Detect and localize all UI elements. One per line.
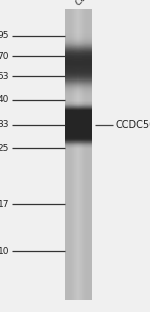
FancyBboxPatch shape bbox=[64, 106, 92, 120]
FancyBboxPatch shape bbox=[64, 111, 92, 125]
FancyBboxPatch shape bbox=[64, 122, 92, 136]
FancyBboxPatch shape bbox=[64, 65, 92, 87]
FancyBboxPatch shape bbox=[64, 113, 92, 127]
FancyBboxPatch shape bbox=[64, 127, 92, 141]
FancyBboxPatch shape bbox=[64, 116, 92, 131]
FancyBboxPatch shape bbox=[64, 119, 92, 134]
FancyBboxPatch shape bbox=[64, 105, 92, 120]
FancyBboxPatch shape bbox=[64, 46, 92, 68]
FancyBboxPatch shape bbox=[64, 104, 92, 119]
FancyBboxPatch shape bbox=[64, 115, 92, 129]
FancyBboxPatch shape bbox=[64, 123, 92, 138]
FancyBboxPatch shape bbox=[64, 48, 92, 70]
FancyBboxPatch shape bbox=[64, 60, 92, 81]
Text: 10: 10 bbox=[0, 247, 9, 256]
FancyBboxPatch shape bbox=[64, 44, 92, 66]
FancyBboxPatch shape bbox=[64, 105, 92, 119]
FancyBboxPatch shape bbox=[64, 57, 92, 78]
FancyBboxPatch shape bbox=[64, 125, 92, 139]
FancyBboxPatch shape bbox=[64, 119, 92, 134]
FancyBboxPatch shape bbox=[64, 9, 92, 300]
Text: 17: 17 bbox=[0, 200, 9, 209]
FancyBboxPatch shape bbox=[64, 129, 92, 144]
FancyBboxPatch shape bbox=[64, 108, 92, 123]
FancyBboxPatch shape bbox=[64, 45, 92, 67]
FancyBboxPatch shape bbox=[64, 126, 92, 141]
FancyBboxPatch shape bbox=[64, 129, 92, 143]
FancyBboxPatch shape bbox=[64, 130, 92, 145]
FancyBboxPatch shape bbox=[64, 121, 92, 135]
FancyBboxPatch shape bbox=[64, 58, 92, 80]
FancyBboxPatch shape bbox=[64, 107, 92, 121]
FancyBboxPatch shape bbox=[64, 47, 92, 69]
FancyBboxPatch shape bbox=[64, 56, 92, 77]
FancyBboxPatch shape bbox=[64, 115, 92, 129]
FancyBboxPatch shape bbox=[64, 118, 92, 132]
FancyBboxPatch shape bbox=[64, 120, 92, 134]
FancyBboxPatch shape bbox=[64, 109, 92, 124]
Text: 25: 25 bbox=[0, 144, 9, 153]
Text: 70: 70 bbox=[0, 52, 9, 61]
Text: 40: 40 bbox=[0, 95, 9, 104]
FancyBboxPatch shape bbox=[64, 61, 92, 83]
FancyBboxPatch shape bbox=[64, 51, 92, 73]
FancyBboxPatch shape bbox=[64, 124, 92, 138]
Text: 33: 33 bbox=[0, 120, 9, 129]
FancyBboxPatch shape bbox=[64, 110, 92, 125]
FancyBboxPatch shape bbox=[64, 106, 92, 121]
FancyBboxPatch shape bbox=[64, 117, 92, 131]
Text: 95: 95 bbox=[0, 32, 9, 40]
FancyBboxPatch shape bbox=[64, 122, 92, 137]
FancyBboxPatch shape bbox=[64, 113, 92, 128]
FancyBboxPatch shape bbox=[64, 64, 92, 86]
FancyBboxPatch shape bbox=[64, 121, 92, 136]
FancyBboxPatch shape bbox=[64, 59, 92, 80]
FancyBboxPatch shape bbox=[64, 117, 92, 132]
FancyBboxPatch shape bbox=[64, 112, 92, 127]
FancyBboxPatch shape bbox=[64, 49, 92, 71]
FancyBboxPatch shape bbox=[64, 130, 92, 144]
FancyBboxPatch shape bbox=[64, 112, 92, 126]
FancyBboxPatch shape bbox=[64, 53, 92, 75]
FancyBboxPatch shape bbox=[64, 131, 92, 145]
FancyBboxPatch shape bbox=[64, 52, 92, 74]
FancyBboxPatch shape bbox=[64, 128, 92, 142]
FancyBboxPatch shape bbox=[64, 124, 92, 139]
FancyBboxPatch shape bbox=[64, 128, 92, 143]
Text: CCDC50: CCDC50 bbox=[116, 120, 150, 130]
FancyBboxPatch shape bbox=[64, 109, 92, 123]
FancyBboxPatch shape bbox=[64, 126, 92, 140]
FancyBboxPatch shape bbox=[64, 55, 92, 76]
Text: Cerebellum: Cerebellum bbox=[74, 0, 119, 8]
FancyBboxPatch shape bbox=[64, 43, 92, 65]
FancyBboxPatch shape bbox=[64, 114, 92, 128]
FancyBboxPatch shape bbox=[64, 110, 92, 124]
FancyBboxPatch shape bbox=[64, 108, 92, 122]
FancyBboxPatch shape bbox=[64, 50, 92, 72]
FancyBboxPatch shape bbox=[64, 115, 92, 130]
Text: 53: 53 bbox=[0, 72, 9, 81]
FancyBboxPatch shape bbox=[64, 118, 92, 133]
FancyBboxPatch shape bbox=[64, 125, 92, 140]
FancyBboxPatch shape bbox=[64, 62, 92, 84]
FancyBboxPatch shape bbox=[64, 63, 92, 85]
